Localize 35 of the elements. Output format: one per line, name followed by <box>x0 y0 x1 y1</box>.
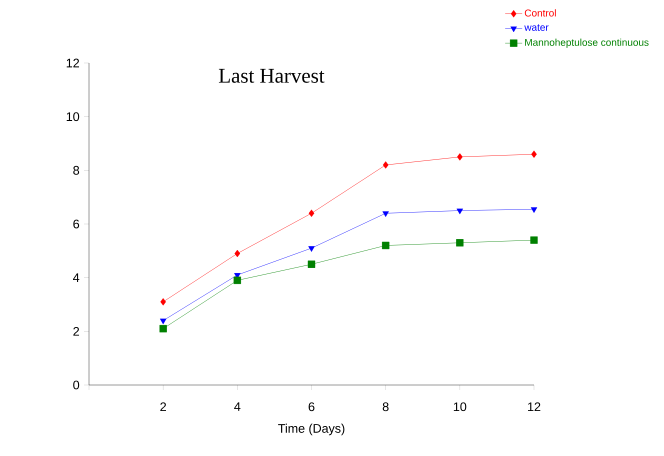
legend-label: water <box>524 24 549 31</box>
point <box>160 318 166 324</box>
y-tick-label: 12 <box>66 58 80 68</box>
point <box>457 153 463 161</box>
point <box>456 239 464 246</box>
x-tick-label: 6 <box>308 402 314 412</box>
point <box>234 250 240 258</box>
point <box>382 242 390 250</box>
point <box>382 161 388 169</box>
chart-title: Last Harvest <box>218 68 324 83</box>
x-tick-label: 2 <box>160 402 166 412</box>
y-tick-label: 2 <box>73 326 80 336</box>
point <box>456 208 464 214</box>
point <box>159 324 167 332</box>
point <box>531 150 537 158</box>
point <box>308 246 315 252</box>
x-axis-title: Time (Days) <box>278 424 344 436</box>
point <box>234 276 242 284</box>
legend-label: Control <box>524 9 556 17</box>
y-tick-label: 4 <box>73 273 80 282</box>
y-tick-label: 8 <box>73 166 80 175</box>
y-tick-label: 10 <box>66 112 80 122</box>
point <box>308 210 314 217</box>
legend-label: Mannoheptulose continuous <box>525 38 649 48</box>
x-tick-label: 10 <box>454 402 466 412</box>
point <box>530 236 538 244</box>
point <box>530 207 538 213</box>
x-tick-label: 8 <box>382 402 389 412</box>
y-tick-label: 6 <box>73 220 80 228</box>
point <box>160 298 166 306</box>
point <box>382 211 389 217</box>
point <box>308 260 316 268</box>
x-tick-label: 12 <box>528 402 540 412</box>
y-tick-label: 0 <box>73 380 80 390</box>
x-tick-label: 4 <box>234 402 240 411</box>
